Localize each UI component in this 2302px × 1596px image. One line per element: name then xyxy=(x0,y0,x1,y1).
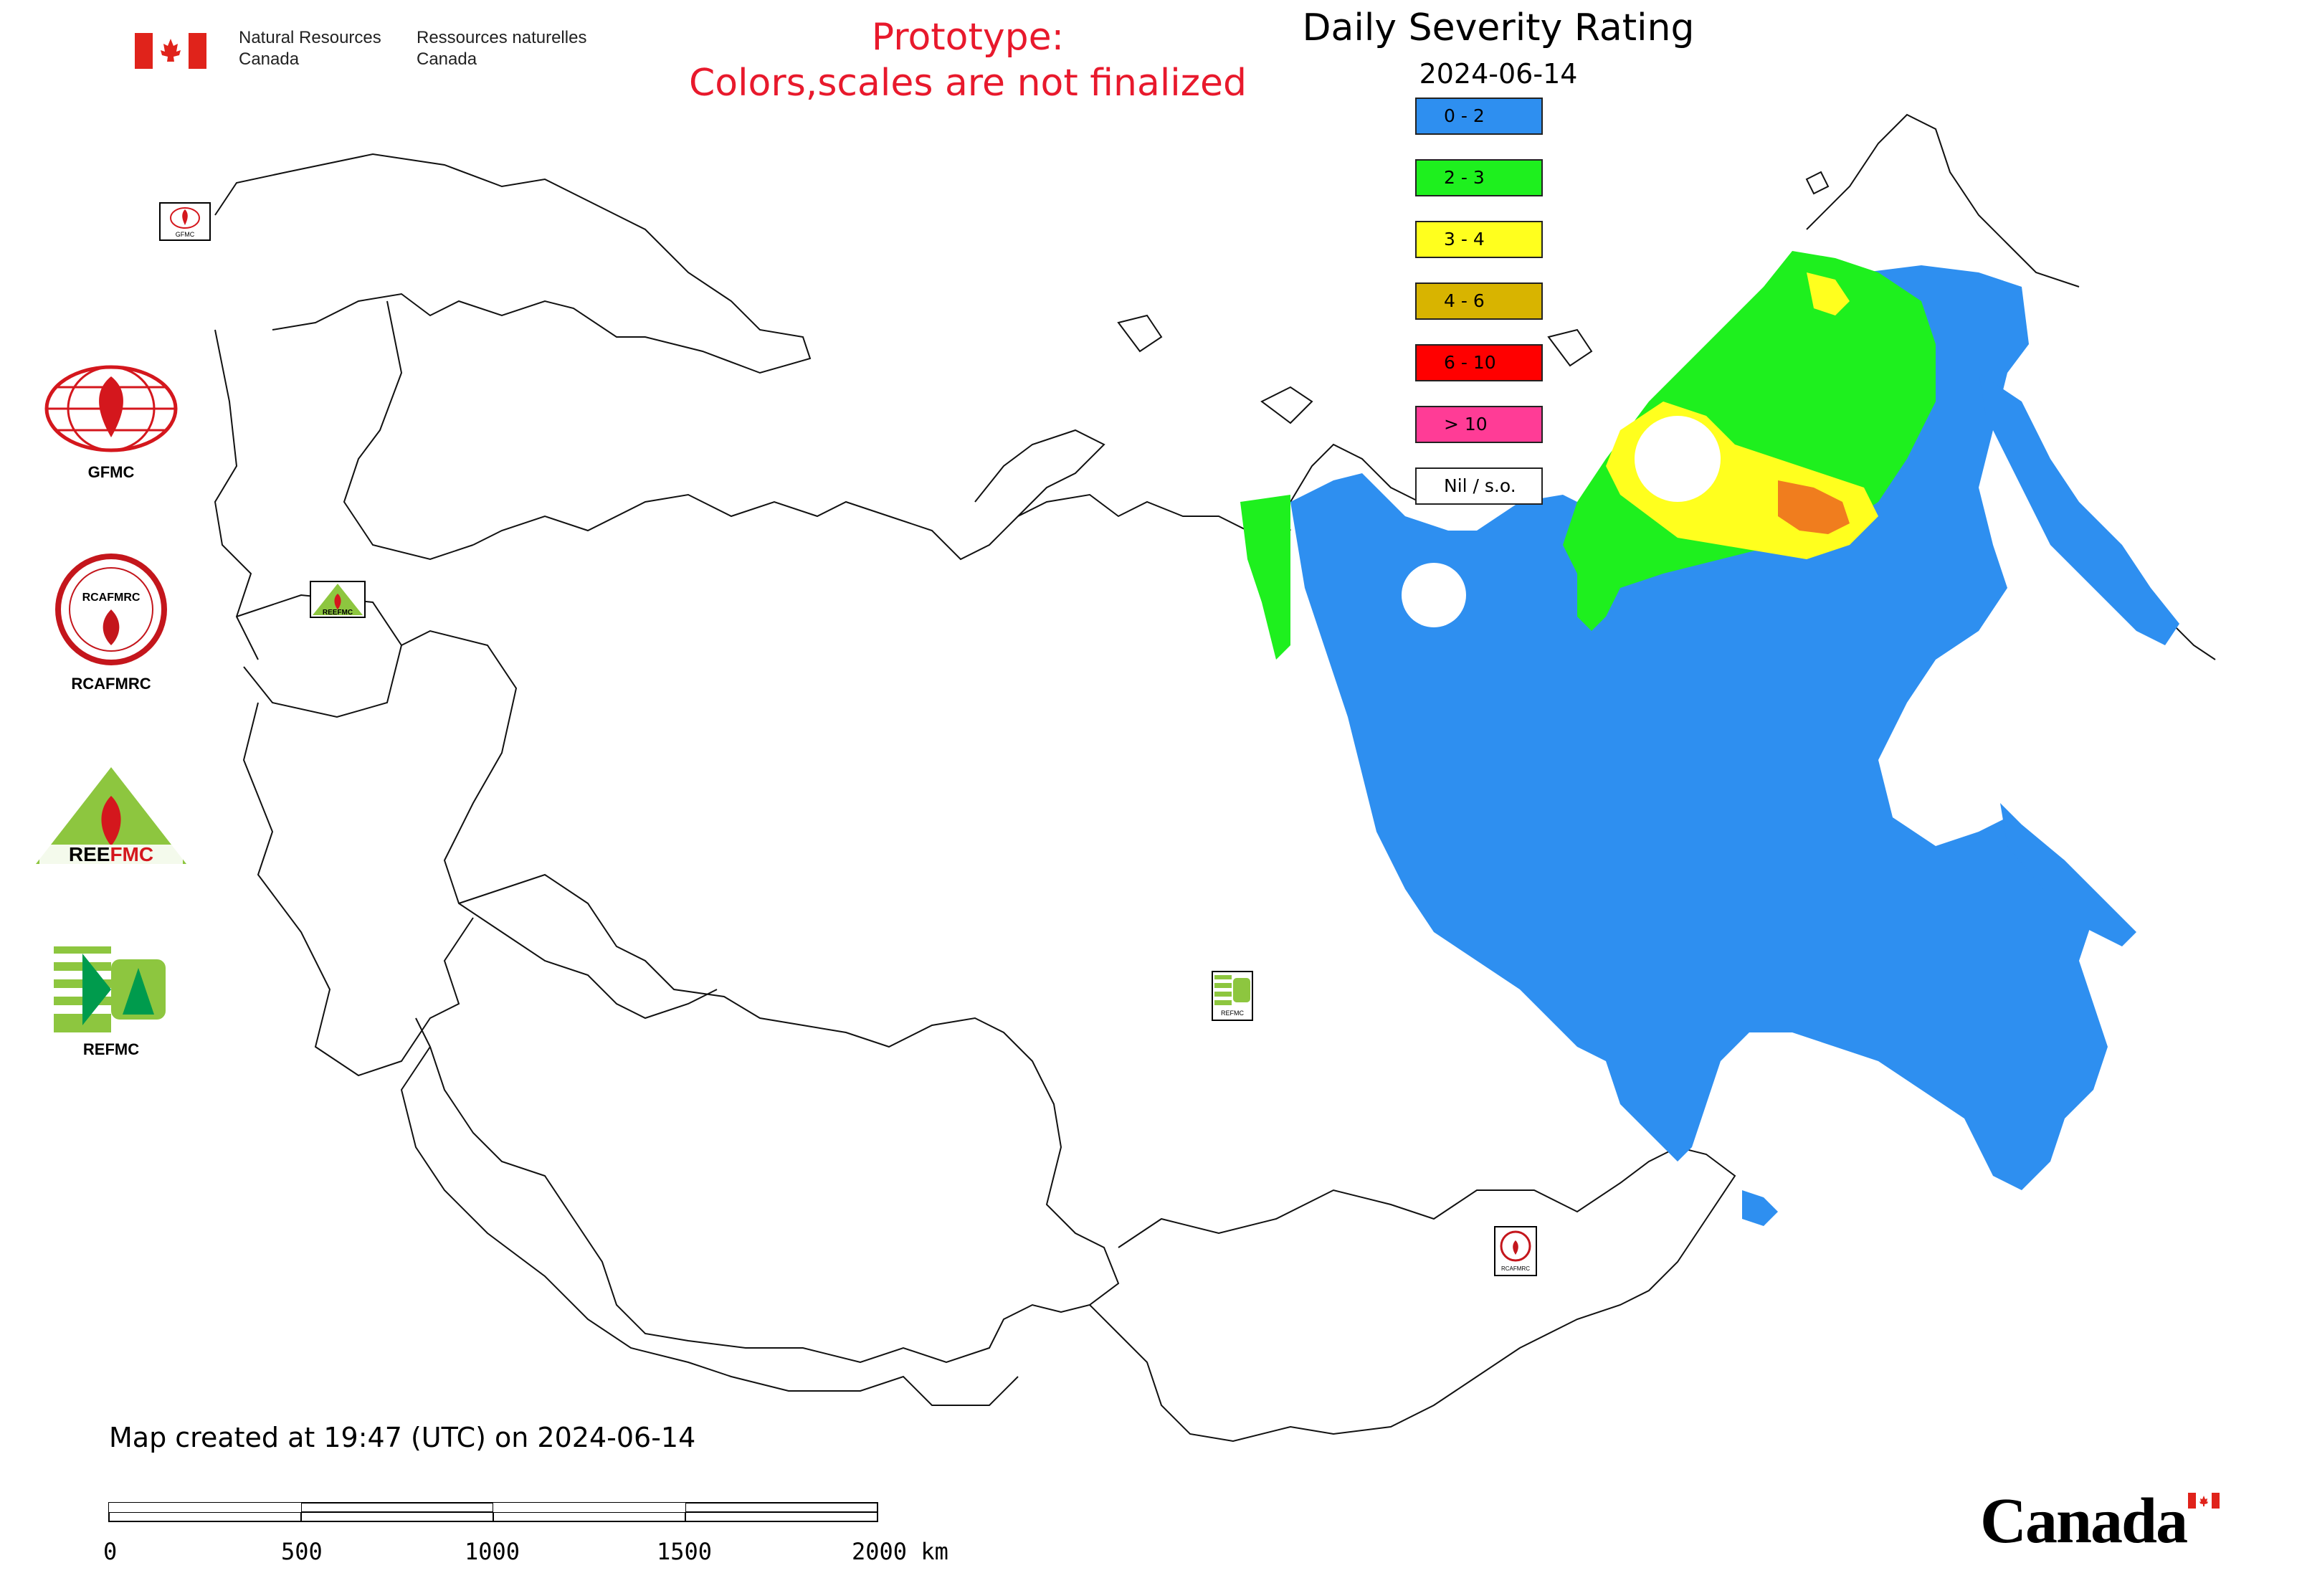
legend-label: 2 - 3 xyxy=(1444,167,1485,188)
scale-label-1000: 1000 xyxy=(465,1538,520,1565)
legend-item-nil: Nil / s.o. xyxy=(1415,467,1543,505)
refmc-stamp-icon: REFMC xyxy=(1214,975,1250,1017)
severity-area-3-4-north xyxy=(1807,272,1850,315)
legend-label: 3 - 4 xyxy=(1444,229,1485,250)
refmc-logo-icon xyxy=(54,946,166,1032)
legend-label: > 10 xyxy=(1444,414,1488,434)
reefmc-logo-icon: REEFMC xyxy=(36,767,186,865)
org-name-fr: Ressources naturelles Canada xyxy=(417,28,587,69)
svg-text:REEFMC: REEFMC xyxy=(323,609,353,617)
boundary-baltic xyxy=(214,329,259,660)
org-name-en: Natural Resources Canada xyxy=(239,28,381,69)
severity-area-hokkaido xyxy=(1742,1190,1778,1226)
severity-field xyxy=(1240,251,2179,1226)
boundary-novaya-zemlya xyxy=(974,429,1105,517)
legend-date: 2024-06-14 xyxy=(1419,58,1578,90)
legend-title: Daily Severity Rating xyxy=(1302,6,1695,49)
severity-area-kamchatka xyxy=(1979,373,2179,645)
legend-item-4-6: 4 - 6 xyxy=(1415,282,1543,320)
svg-text:GFMC: GFMC xyxy=(176,231,195,238)
prototype-line-1: Prototype: xyxy=(871,16,1065,59)
legend: 0 - 2 2 - 3 3 - 4 4 - 6 6 - 10 > 10 Nil … xyxy=(1415,98,1544,529)
boundary-russia-west xyxy=(401,630,718,1020)
severity-area-4-6 xyxy=(1778,480,1850,534)
canada-wordmark: Canada xyxy=(1980,1486,2188,1557)
legend-item-2-3: 2 - 3 xyxy=(1415,159,1543,196)
scale-label-2000: 2000 km xyxy=(852,1538,948,1565)
refmc-map-stamp: REFMC xyxy=(1212,971,1253,1021)
legend-item-6-10: 6 - 10 xyxy=(1415,344,1543,381)
rcafmrc-map-stamp: RCAFMRC xyxy=(1494,1226,1537,1276)
svg-text:REFMC: REFMC xyxy=(1221,1010,1244,1017)
legend-item-gt-10: > 10 xyxy=(1415,406,1543,443)
boundary-kazakhstan xyxy=(415,873,1120,1364)
scale-label-0: 0 xyxy=(103,1538,118,1565)
reefmc-logo: REEFMC xyxy=(29,767,194,870)
refmc-logo: REFMC xyxy=(29,946,194,1060)
svg-text:RCAFMRC: RCAFMRC xyxy=(82,592,141,604)
prototype-notice: Prototype: Colors,scales are not finaliz… xyxy=(645,14,1290,106)
government-signature: Natural Resources Canada Ressources natu… xyxy=(135,27,651,77)
svg-text:RCAFMRC: RCAFMRC xyxy=(1501,1265,1530,1272)
gfmc-logo: GFMC xyxy=(29,362,194,483)
prototype-line-2: Colors,scales are not finalized xyxy=(688,62,1247,105)
refmc-label: REFMC xyxy=(82,1040,140,1058)
legend-item-0-2: 0 - 2 xyxy=(1415,98,1543,135)
legend-label: 6 - 10 xyxy=(1444,352,1496,373)
rcafmrc-logo: RCAFMRC RCAFMRC xyxy=(29,552,194,694)
scale-label-1500: 1500 xyxy=(657,1538,713,1565)
severity-area-2-3 xyxy=(1563,251,1936,631)
legend-label: Nil / s.o. xyxy=(1444,475,1516,496)
scale-bar: 0 500 1000 1500 2000 km xyxy=(93,1498,968,1570)
boundary-ukraine xyxy=(242,702,474,1077)
wordmark-flag-icon xyxy=(2188,1493,2220,1509)
gfmc-stamp-icon: GFMC xyxy=(170,207,200,238)
rcafmrc-logo-icon: RCAFMRC xyxy=(55,554,167,665)
rcafmrc-label: RCAFMRC xyxy=(71,675,151,693)
gfmc-label: GFMC xyxy=(87,463,135,481)
legend-label: 4 - 6 xyxy=(1444,290,1485,311)
severity-area-0-2 xyxy=(1290,265,2108,1190)
scale-bar-graphic xyxy=(108,1502,878,1522)
scale-label-500: 500 xyxy=(281,1538,323,1565)
legend-item-3-4: 3 - 4 xyxy=(1415,221,1543,258)
legend-label: 0 - 2 xyxy=(1444,105,1485,126)
reefmc-map-stamp: REEFMC xyxy=(310,581,366,618)
map-created-note: Map created at 19:47 (UTC) on 2024-06-14 xyxy=(109,1422,696,1453)
svg-text:REEFMC: REEFMC xyxy=(69,843,153,865)
canada-flag-icon xyxy=(135,33,206,69)
reefmc-stamp-icon: REEFMC xyxy=(313,584,363,617)
boundary-arctic-coast xyxy=(472,493,1291,561)
severity-area-2-3-west xyxy=(1240,495,1290,660)
boundary-mongolia xyxy=(1089,1146,1736,1443)
boundary-finland xyxy=(343,300,474,561)
boundary-scandinavia xyxy=(214,153,812,374)
boundary-central-asia xyxy=(400,1046,1019,1406)
rcafmrc-stamp-icon: RCAFMRC xyxy=(1500,1230,1531,1272)
boundary-chukotka xyxy=(1806,113,2080,288)
gfmc-logo-icon xyxy=(44,365,178,452)
severity-area-sakhalin xyxy=(2000,803,2136,946)
gfmc-map-stamp: GFMC xyxy=(159,202,211,241)
